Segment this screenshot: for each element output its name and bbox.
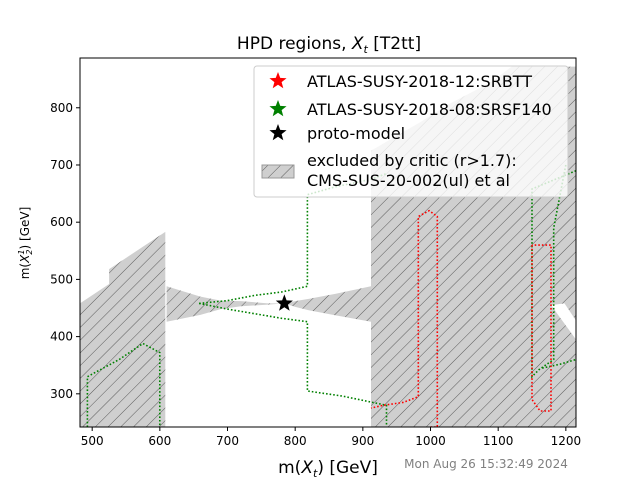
x-axis-ticks: 500 600 700 800 900 1000 1100 1200	[81, 427, 581, 448]
legend-label-3: proto-model	[307, 124, 405, 143]
legend: ATLAS-SUSY-2018-12:SRBTT ATLAS-SUSY-2018-…	[253, 65, 569, 198]
x-tick-label-1200: 1200	[551, 434, 582, 448]
legend-marker-3	[269, 124, 287, 141]
timestamp: Mon Aug 26 15:32:49 2024	[404, 457, 568, 471]
legend-marker-4	[261, 164, 295, 179]
excluded-region-1	[80, 231, 166, 427]
y-tick-label-400: 400	[50, 330, 73, 344]
srbtt-contour-7	[531, 244, 552, 412]
legend-marker-1	[269, 72, 287, 89]
x-tick-label-500: 500	[81, 434, 104, 448]
excluded-region-2	[166, 286, 371, 322]
x-tick-label-1100: 1100	[483, 434, 514, 448]
x-tick-label-600: 600	[148, 434, 171, 448]
chart-title: HPD regions, Xt [T2tt]	[237, 34, 421, 56]
proto-model-marker	[275, 294, 293, 311]
x-tick-label-800: 800	[284, 434, 307, 448]
x-tick-label-1000: 1000	[415, 434, 446, 448]
y-tick-label-600: 600	[50, 215, 73, 229]
plot-frame	[79, 57, 577, 428]
y-tick-label-500: 500	[50, 272, 73, 286]
y-tick-label-700: 700	[50, 158, 73, 172]
legend-marker-2	[269, 100, 287, 117]
legend-label-4: excluded by critic (r>1.7): CMS-SUS-20-00…	[307, 151, 517, 190]
x-axis-label: m(Xt) [GeV]	[278, 458, 378, 480]
legend-label-2: ATLAS-SUSY-2018-08:SRSF140	[307, 100, 552, 119]
legend-label-1: ATLAS-SUSY-2018-12:SRBTT	[307, 72, 532, 91]
x-tick-label-900: 900	[351, 434, 374, 448]
x-tick-label-700: 700	[216, 434, 239, 448]
excluded-gap-1	[551, 303, 576, 340]
srsf140-contour-5	[542, 358, 576, 369]
y-axis-ticks: 300 400 500 600 700 800	[50, 101, 80, 401]
y-tick-label-300: 300	[50, 387, 73, 401]
y-axis-label: m(X21) [GeV]	[17, 207, 34, 280]
srbtt-contour-6	[370, 209, 439, 427]
y-tick-label-800: 800	[50, 101, 73, 115]
markers	[275, 294, 293, 311]
legend-box	[253, 65, 569, 198]
